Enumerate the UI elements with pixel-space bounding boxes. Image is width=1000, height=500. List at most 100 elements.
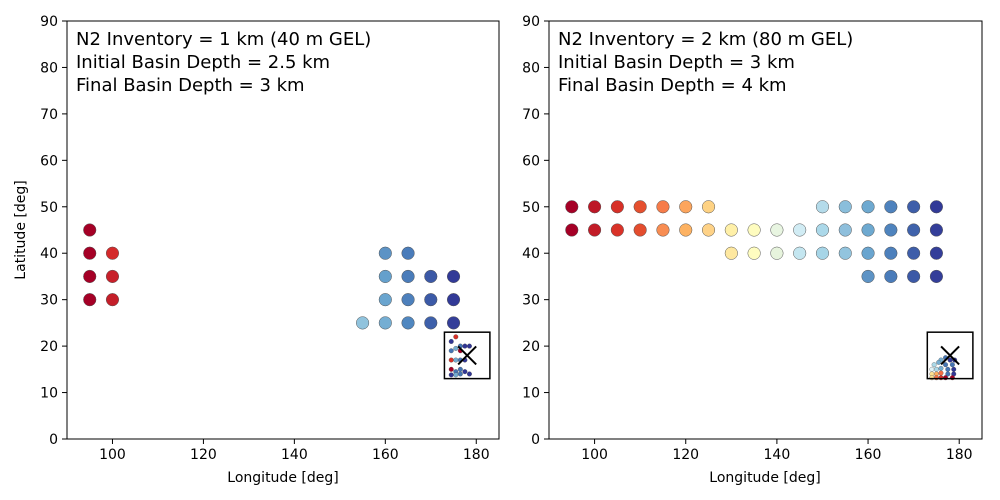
y-tick-label: 90 <box>522 14 540 30</box>
small-data-point <box>448 372 454 378</box>
y-tick-label: 0 <box>49 432 58 448</box>
data-point <box>907 269 921 283</box>
x-axis-ticks: 100 120 140 160 180 <box>581 439 973 463</box>
annotation-line-2: Initial Basin Depth = 3 km <box>558 52 795 73</box>
small-data-point <box>945 366 951 372</box>
x-tick-label: 100 <box>99 447 126 463</box>
annotation-line-3: Final Basin Depth = 4 km <box>558 75 787 96</box>
x-tick-label: 180 <box>946 447 973 463</box>
y-tick-label: 40 <box>522 246 540 262</box>
data-point <box>656 223 670 237</box>
axes-frame <box>66 20 500 440</box>
y-axis-label: Latitude [deg] <box>13 180 29 279</box>
small-data-point <box>457 371 463 377</box>
chart-panel-right: 100 120 140 160 180 0 10 20 30 40 50 60 70 80 90 N2 I… <box>522 14 983 486</box>
x-tick-label: 180 <box>463 447 490 463</box>
small-data-point <box>457 366 463 372</box>
small-data-point <box>448 339 454 344</box>
data-point <box>793 246 807 260</box>
data-point <box>884 269 898 283</box>
data-point <box>424 269 438 283</box>
y-axis-ticks: 0 10 20 30 40 50 60 70 80 90 <box>40 14 67 448</box>
small-data-point <box>453 345 459 351</box>
data-point <box>424 293 438 307</box>
data-point <box>770 246 784 260</box>
small-data-point <box>938 365 944 371</box>
data-point <box>565 200 579 214</box>
small-data-point <box>951 366 957 372</box>
y-tick-label: 50 <box>40 200 58 216</box>
small-data-point <box>933 366 939 372</box>
y-axis-ticks: 0 10 20 30 40 50 60 70 80 90 <box>522 14 549 448</box>
small-data-point <box>453 334 459 340</box>
data-point <box>378 246 392 260</box>
data-point <box>861 269 875 283</box>
x-marker <box>457 345 477 366</box>
points-layer <box>83 223 461 330</box>
data-point <box>838 223 852 237</box>
data-point <box>701 223 716 237</box>
data-point <box>610 200 624 214</box>
annotation-line-2: Initial Basin Depth = 2.5 km <box>76 52 330 73</box>
y-tick-label: 30 <box>522 293 540 309</box>
x-axis-label: Longitude [deg] <box>709 470 820 486</box>
x-tick-label: 120 <box>672 447 699 463</box>
y-tick-label: 80 <box>522 60 540 76</box>
y-tick-label: 90 <box>40 14 58 30</box>
data-point <box>83 246 97 260</box>
data-point <box>793 223 807 237</box>
data-point <box>446 269 461 283</box>
chart-panel-left: 100 120 140 160 180 0 10 20 30 40 50 60 70 80 90 N2 I… <box>13 14 500 486</box>
data-point <box>838 200 852 214</box>
data-point <box>424 316 438 330</box>
data-point <box>378 316 392 330</box>
data-point <box>679 223 693 237</box>
data-point <box>565 223 579 237</box>
small-data-point <box>462 369 468 375</box>
x-tick-label: 140 <box>281 447 308 463</box>
data-point <box>929 246 943 260</box>
x-tick-label: 120 <box>190 447 217 463</box>
data-point <box>724 246 738 260</box>
data-point <box>105 269 120 283</box>
data-point <box>907 223 921 237</box>
small-data-point <box>945 371 951 377</box>
data-point <box>401 246 415 260</box>
x-marker-stroke <box>457 345 477 366</box>
y-tick-label: 70 <box>522 107 540 123</box>
small-data-point <box>938 370 944 376</box>
small-data-point <box>448 357 454 363</box>
data-point <box>884 223 898 237</box>
axes-frame <box>548 20 983 440</box>
small-data-point <box>453 372 459 378</box>
data-point <box>588 223 602 237</box>
x-tick-label: 160 <box>372 447 399 463</box>
data-point <box>610 223 624 237</box>
data-point <box>633 200 647 214</box>
data-point <box>83 223 97 237</box>
y-tick-label: 40 <box>40 246 58 262</box>
data-point <box>656 200 670 214</box>
y-tick-label: 0 <box>531 432 540 448</box>
small-data-point <box>929 366 935 372</box>
data-point <box>861 223 875 237</box>
data-point <box>770 223 784 237</box>
annotation-line-3: Final Basin Depth = 3 km <box>76 75 305 96</box>
annotation-line-1: N2 Inventory = 2 km (80 m GEL) <box>558 29 853 50</box>
data-point <box>929 200 943 214</box>
data-point <box>815 223 830 237</box>
small-data-point <box>931 362 937 368</box>
x-axis-label: Longitude [deg] <box>227 470 338 486</box>
data-point <box>105 293 120 307</box>
data-point <box>401 316 415 330</box>
y-tick-label: 30 <box>40 293 58 309</box>
data-point <box>105 246 120 260</box>
y-tick-label: 60 <box>522 153 540 169</box>
data-point <box>884 200 898 214</box>
inset-box <box>926 331 974 380</box>
y-tick-label: 10 <box>522 386 540 402</box>
y-tick-label: 10 <box>40 386 58 402</box>
small-data-point <box>466 371 472 377</box>
data-point <box>747 223 761 237</box>
